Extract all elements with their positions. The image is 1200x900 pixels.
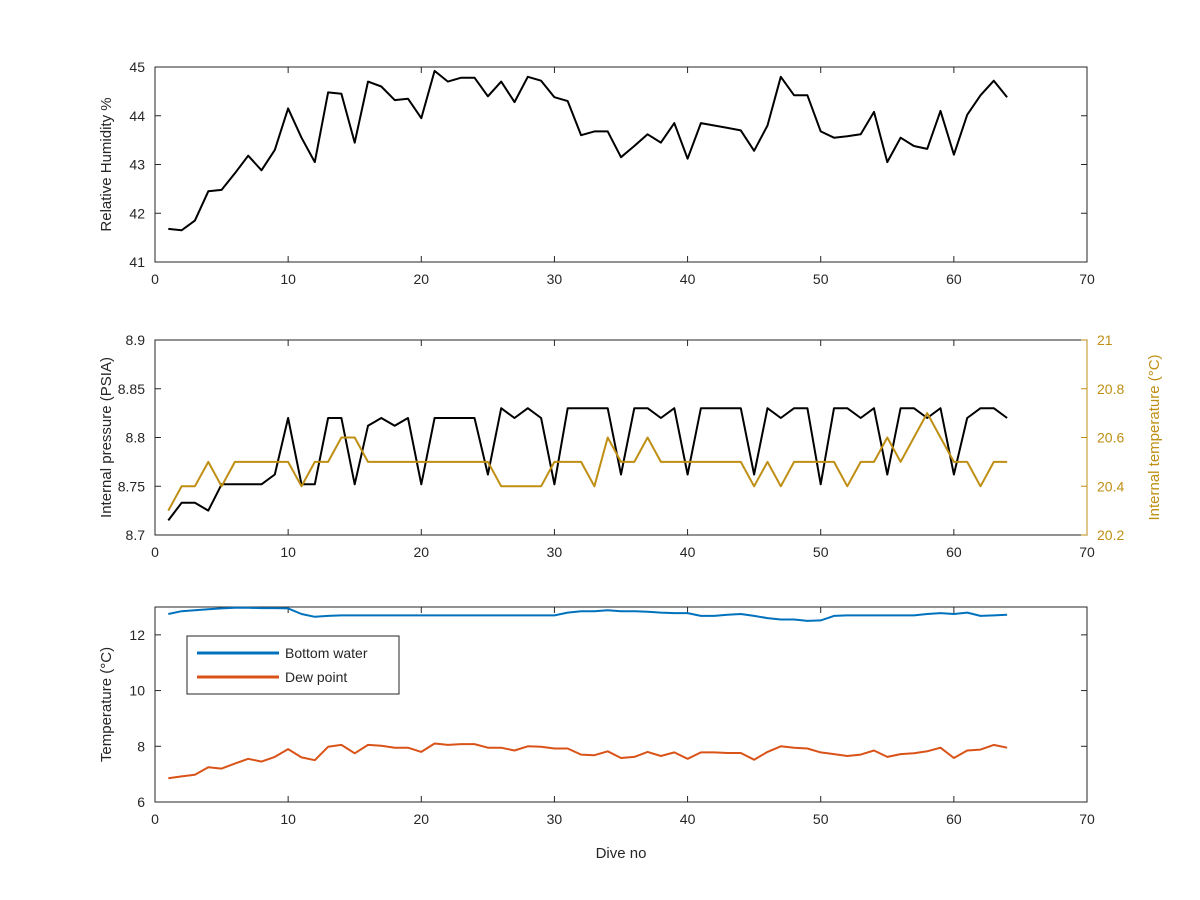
temperature-x-tick-label: 70 bbox=[1079, 811, 1095, 827]
temperature-plot-frame bbox=[154, 606, 1088, 803]
humidity-x-tick-label: 10 bbox=[280, 271, 296, 287]
humidity-y-tick-label: 42 bbox=[129, 205, 145, 221]
temperature-x-tick-label: 50 bbox=[813, 811, 829, 827]
pressure-x-tick-label: 30 bbox=[547, 544, 563, 560]
pressure-y2-tick-label: 20.2 bbox=[1097, 527, 1124, 543]
pressure-ticks: 0 10 20 30 40 50 60 70 8.7 8.75 8.8 8.85 8.9 20.2 20.4… bbox=[118, 332, 1125, 560]
pressure-x-tick-label: 40 bbox=[680, 544, 696, 560]
temperature-x-tick-label: 60 bbox=[946, 811, 962, 827]
temperature-y-tick-label: 12 bbox=[129, 627, 145, 643]
temperature-panel: 0 10 20 30 40 50 60 70 6 8 10 12 Temperature (°C) D… bbox=[98, 606, 1095, 862]
temperature-x-tick-label: 20 bbox=[413, 811, 429, 827]
humidity-x-tick-label: 70 bbox=[1079, 271, 1095, 287]
pressure-y2-tick-label: 20.8 bbox=[1097, 381, 1124, 397]
legend-label-bottom-water: Bottom water bbox=[285, 645, 368, 661]
pressure-series-0-line bbox=[167, 407, 1008, 522]
pressure-y-tick-label: 8.9 bbox=[126, 332, 146, 348]
humidity-y-tick-label: 44 bbox=[129, 108, 145, 124]
pressure-y2-tick-label: 21 bbox=[1097, 332, 1113, 348]
temperature-x-tick-label: 30 bbox=[547, 811, 563, 827]
pressure-series-1-line bbox=[167, 412, 1008, 512]
temperature-x-tick-label: 10 bbox=[280, 811, 296, 827]
temperature-series bbox=[168, 606, 1008, 780]
temperature-ticks: 0 10 20 30 40 50 60 70 6 8 10 12 bbox=[129, 607, 1095, 827]
humidity-series bbox=[168, 69, 1008, 232]
temperature-y-axis-label: Temperature (°C) bbox=[98, 647, 115, 762]
pressure-x-tick-label: 60 bbox=[946, 544, 962, 560]
humidity-x-tick-label: 60 bbox=[946, 271, 962, 287]
pressure-y-tick-label: 8.85 bbox=[118, 381, 145, 397]
humidity-x-tick-label: 50 bbox=[813, 271, 829, 287]
humidity-x-tick-label: 40 bbox=[680, 271, 696, 287]
humidity-y-axis-label: Relative Humidity % bbox=[98, 97, 115, 231]
temperature-x-tick-label: 40 bbox=[680, 811, 696, 827]
pressure-series bbox=[167, 407, 1008, 522]
legend-label-dew-point: Dew point bbox=[285, 669, 347, 685]
pressure-x-tick-label: 50 bbox=[813, 544, 829, 560]
pressure-panel: 0 10 20 30 40 50 60 70 8.7 8.75 8.8 8.85 8.9 20.2 20.4… bbox=[98, 332, 1163, 560]
humidity-ticks: 0 10 20 30 40 50 60 70 41 42 43 44 45 bbox=[129, 59, 1095, 287]
internal-temperature-y-axis-label: Internal temperature (°C) bbox=[1146, 354, 1163, 520]
humidity-x-tick-label: 0 bbox=[151, 271, 159, 287]
pressure-y-axis-label: Internal pressure (PSIA) bbox=[98, 357, 115, 518]
x-axis-label: Dive no bbox=[596, 845, 647, 862]
temperature-y-tick-label: 8 bbox=[137, 738, 145, 754]
temperature-y-tick-label: 10 bbox=[129, 683, 145, 699]
humidity-y-tick-label: 45 bbox=[129, 59, 145, 75]
pressure-y2-tick-label: 20.4 bbox=[1097, 478, 1124, 494]
humidity-x-tick-label: 20 bbox=[413, 271, 429, 287]
humidity-y-tick-label: 43 bbox=[129, 157, 145, 173]
pressure-y2-tick-label: 20.6 bbox=[1097, 430, 1124, 446]
pressure-y-tick-label: 8.8 bbox=[126, 430, 146, 446]
pressure-y-tick-label: 8.7 bbox=[126, 527, 146, 543]
pressure-x-tick-label: 0 bbox=[151, 544, 159, 560]
temperature-series-dew-point-line bbox=[168, 742, 1008, 780]
temperature-x-tick-label: 0 bbox=[151, 811, 159, 827]
legend-box bbox=[186, 635, 400, 695]
humidity-panel: 0 10 20 30 40 50 60 70 41 42 43 44 45 Relative Humid… bbox=[98, 59, 1095, 287]
pressure-x-tick-label: 20 bbox=[413, 544, 429, 560]
pressure-x-tick-label: 10 bbox=[280, 544, 296, 560]
pressure-y-tick-label: 8.75 bbox=[118, 478, 145, 494]
temperature-y-tick-label: 6 bbox=[137, 794, 145, 810]
humidity-x-tick-label: 30 bbox=[547, 271, 563, 287]
humidity-series-0-line bbox=[168, 69, 1008, 232]
legend: Bottom water Dew point bbox=[186, 635, 400, 695]
humidity-y-tick-label: 41 bbox=[129, 254, 145, 270]
pressure-x-tick-label: 70 bbox=[1079, 544, 1095, 560]
temperature-series-bottom-water-line bbox=[168, 606, 1008, 622]
